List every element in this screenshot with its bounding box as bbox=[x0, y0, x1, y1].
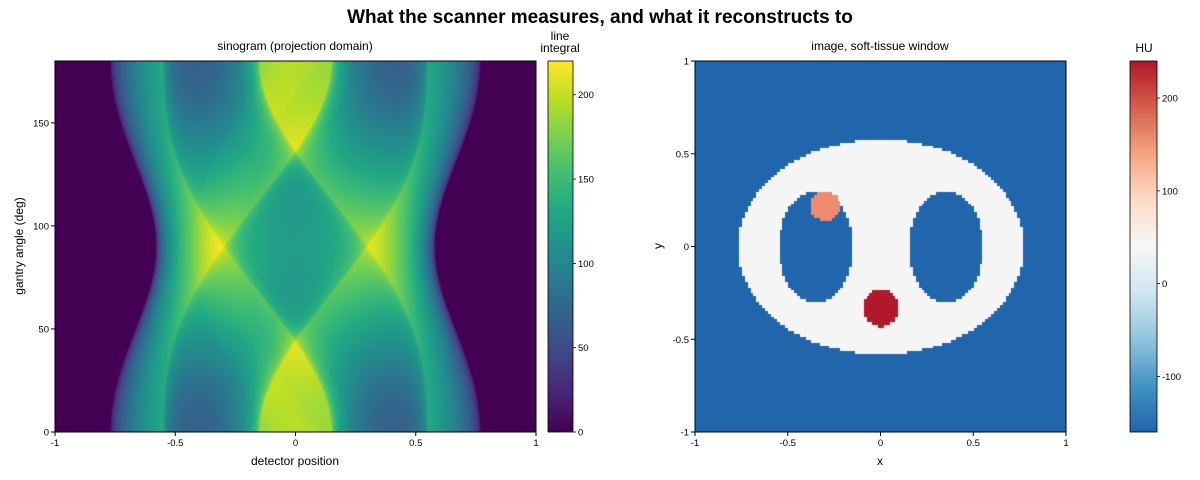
sinogram-x-label: detector position bbox=[251, 454, 339, 468]
colorbar-tick-label: 200 bbox=[1162, 94, 1178, 105]
x-tick-label: 0 bbox=[878, 438, 883, 449]
image-y-axis: -1 -0.5 0 0.5 1 bbox=[673, 57, 695, 439]
sinogram-y-label: gantry angle (deg) bbox=[12, 197, 26, 294]
image-colorbar bbox=[1130, 61, 1157, 432]
x-tick-label: -0.5 bbox=[780, 438, 796, 449]
sinogram-colorbar-title-line2: integral bbox=[540, 41, 579, 55]
sinogram-heatmap bbox=[55, 61, 536, 432]
y-tick-label: 0 bbox=[684, 242, 689, 253]
sinogram-colorbar bbox=[548, 61, 573, 432]
sinogram-x-axis: -1 -0.5 0 0.5 1 bbox=[51, 432, 539, 449]
colorbar-tick-label: 0 bbox=[578, 428, 583, 439]
sinogram-colorbar-ticks: 0 50 100 150 200 bbox=[573, 90, 594, 439]
sinogram-colorbar-title-line1: line bbox=[551, 29, 570, 43]
y-tick-label: 0.5 bbox=[676, 149, 689, 160]
image-colorbar-ticks: -100 0 100 200 bbox=[1157, 94, 1181, 383]
x-tick-label: -0.5 bbox=[167, 438, 183, 449]
image-colorbar-title: HU bbox=[1135, 41, 1152, 55]
y-tick-label: 100 bbox=[33, 221, 49, 232]
figure-title: What the scanner measures, and what it r… bbox=[347, 7, 853, 28]
image-heatmap bbox=[695, 61, 1066, 432]
image-colorbar-frame bbox=[1129, 60, 1158, 433]
sinogram-colorbar-frame bbox=[547, 60, 574, 433]
x-tick-label: 1 bbox=[1063, 438, 1068, 449]
x-tick-label: 0.5 bbox=[967, 438, 980, 449]
x-tick-label: 0 bbox=[293, 438, 298, 449]
y-tick-label: 50 bbox=[38, 324, 49, 335]
image-x-axis: -1 -0.5 0 0.5 1 bbox=[691, 432, 1069, 449]
colorbar-tick-label: 150 bbox=[578, 175, 594, 186]
y-tick-label: 1 bbox=[684, 57, 689, 68]
colorbar-tick-label: 50 bbox=[578, 343, 589, 354]
image-x-label: x bbox=[877, 454, 883, 468]
y-tick-label: -1 bbox=[681, 428, 689, 439]
x-tick-label: -1 bbox=[691, 438, 699, 449]
image-y-label: y bbox=[651, 243, 665, 249]
colorbar-tick-label: 100 bbox=[1162, 186, 1178, 197]
x-tick-label: -1 bbox=[51, 438, 59, 449]
x-tick-label: 1 bbox=[533, 438, 538, 449]
sinogram-panel: sinogram (projection domain) -1 -0.5 0 0.5 1… bbox=[12, 29, 594, 468]
x-tick-label: 0.5 bbox=[409, 438, 422, 449]
y-tick-label: -0.5 bbox=[673, 335, 689, 346]
colorbar-tick-label: -100 bbox=[1162, 372, 1181, 383]
y-tick-label: 150 bbox=[33, 118, 49, 129]
sinogram-title: sinogram (projection domain) bbox=[217, 39, 372, 53]
y-tick-label: 0 bbox=[44, 428, 49, 439]
colorbar-tick-label: 0 bbox=[1162, 279, 1167, 290]
sinogram-y-axis: 0 50 100 150 bbox=[33, 118, 55, 439]
image-panel: image, soft-tissue window -1 -0.5 0 0.5 1 -1… bbox=[651, 39, 1181, 468]
image-title: image, soft-tissue window bbox=[811, 39, 949, 53]
colorbar-tick-label: 100 bbox=[578, 259, 594, 270]
colorbar-tick-label: 200 bbox=[578, 90, 594, 101]
